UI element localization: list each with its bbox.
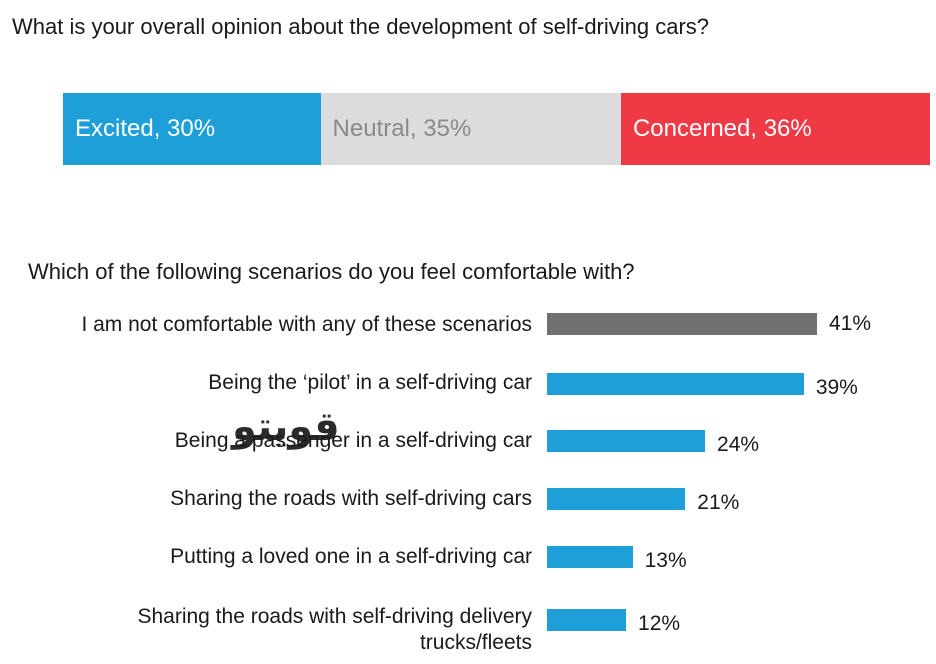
value-label: 21% bbox=[697, 491, 740, 514]
question-2-title: Which of the following scenarios do you … bbox=[28, 259, 635, 284]
category-label: Being the ‘pilot’ in a self-driving car bbox=[208, 371, 532, 394]
bar bbox=[547, 488, 686, 510]
category-label: Sharing the roads with self-driving deli… bbox=[137, 605, 532, 654]
value-label: 39% bbox=[815, 376, 858, 399]
question-1-title: What is your overall opinion about the d… bbox=[12, 14, 710, 39]
opinion-segment-concerned: Concerned, 36% bbox=[620, 93, 930, 165]
category-label: I am not comfortable with any of these s… bbox=[81, 313, 532, 336]
opinion-segment-neutral: Neutral, 35% bbox=[320, 93, 621, 165]
opinion-segment-excited: Excited, 30% bbox=[63, 93, 321, 165]
category-label: Being a passenger in a self-driving car bbox=[174, 429, 532, 452]
value-label: 41% bbox=[829, 312, 872, 335]
value-label: 13% bbox=[644, 549, 687, 572]
bar bbox=[547, 546, 633, 568]
opinion-stacked-bar: Excited, 30% Neutral, 35% Concerned, 36% bbox=[63, 93, 930, 165]
bar bbox=[547, 313, 817, 335]
bar bbox=[547, 373, 804, 395]
bar bbox=[547, 430, 706, 452]
category-label: Putting a loved one in a self-driving ca… bbox=[170, 545, 532, 568]
value-label: 24% bbox=[717, 433, 760, 456]
bar bbox=[547, 609, 627, 631]
value-label: 12% bbox=[638, 612, 681, 635]
category-label: Sharing the roads with self-driving cars bbox=[170, 487, 532, 510]
